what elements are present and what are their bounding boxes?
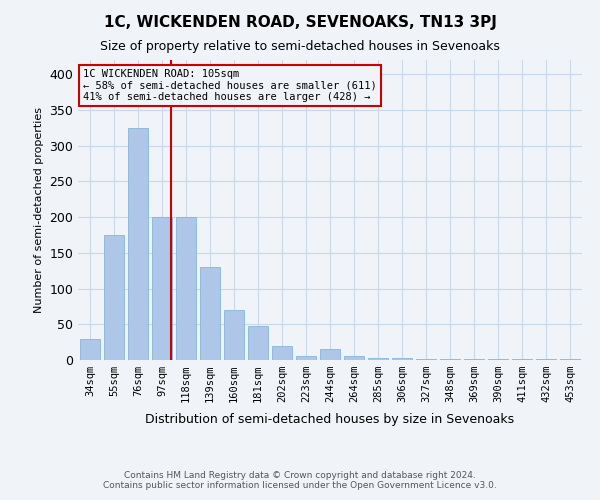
- Bar: [224, 310, 244, 360]
- Bar: [128, 128, 148, 360]
- X-axis label: Distribution of semi-detached houses by size in Sevenoaks: Distribution of semi-detached houses by …: [145, 414, 515, 426]
- Bar: [368, 358, 388, 360]
- Bar: [344, 356, 364, 360]
- Bar: [320, 350, 340, 360]
- Y-axis label: Number of semi-detached properties: Number of semi-detached properties: [34, 107, 44, 313]
- Bar: [272, 346, 292, 360]
- Bar: [80, 338, 100, 360]
- Bar: [392, 358, 412, 360]
- Bar: [176, 217, 196, 360]
- Bar: [296, 356, 316, 360]
- Text: 1C WICKENDEN ROAD: 105sqm
← 58% of semi-detached houses are smaller (611)
41% of: 1C WICKENDEN ROAD: 105sqm ← 58% of semi-…: [83, 69, 377, 102]
- Text: Contains HM Land Registry data © Crown copyright and database right 2024.
Contai: Contains HM Land Registry data © Crown c…: [103, 470, 497, 490]
- Bar: [104, 235, 124, 360]
- Bar: [248, 326, 268, 360]
- Text: Size of property relative to semi-detached houses in Sevenoaks: Size of property relative to semi-detach…: [100, 40, 500, 53]
- Bar: [152, 217, 172, 360]
- Bar: [200, 267, 220, 360]
- Text: 1C, WICKENDEN ROAD, SEVENOAKS, TN13 3PJ: 1C, WICKENDEN ROAD, SEVENOAKS, TN13 3PJ: [104, 15, 496, 30]
